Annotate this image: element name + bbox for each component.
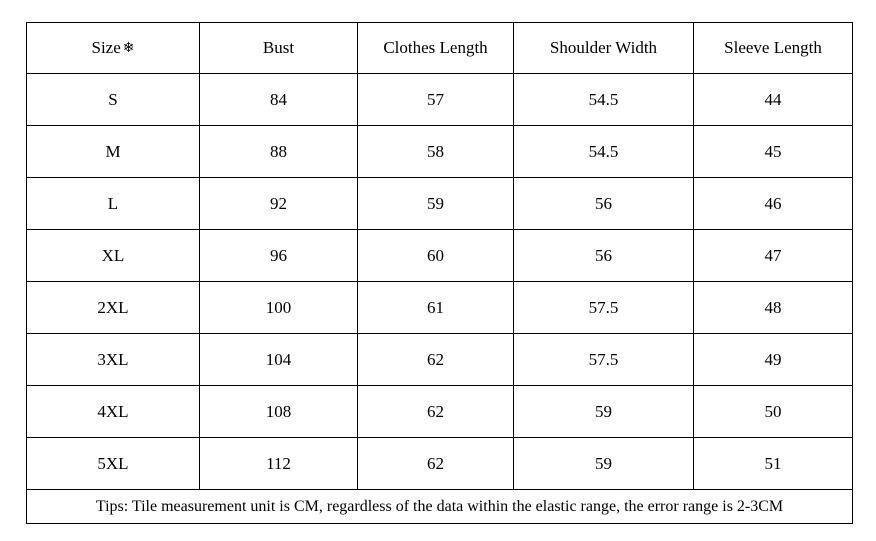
table-row-s: S 84 57 54.5 44	[26, 73, 853, 126]
cell-clothes-length: 62	[357, 333, 514, 386]
cell-size: 5XL	[26, 437, 200, 490]
cell-sleeve-length: 44	[693, 73, 853, 126]
cell-clothes-length: 58	[357, 125, 514, 178]
cell-bust: 96	[199, 229, 358, 282]
cell-size: S	[26, 73, 200, 126]
cell-size: 2XL	[26, 281, 200, 334]
cell-sleeve-length: 51	[693, 437, 853, 490]
cell-bust: 104	[199, 333, 358, 386]
cell-size: XL	[26, 229, 200, 282]
cell-bust: 108	[199, 385, 358, 438]
cell-shoulder-width: 56	[513, 177, 694, 230]
cell-bust: 92	[199, 177, 358, 230]
table-row-2xl: 2XL 100 61 57.5 48	[26, 281, 853, 334]
cell-shoulder-width: 54.5	[513, 125, 694, 178]
cell-shoulder-width: 57.5	[513, 333, 694, 386]
cell-clothes-length: 62	[357, 385, 514, 438]
cell-sleeve-length: 50	[693, 385, 853, 438]
snowflake-icon: ❄	[122, 41, 135, 56]
table-row-4xl: 4XL 108 62 59 50	[26, 385, 853, 438]
column-header-bust: Bust	[199, 22, 358, 74]
cell-clothes-length: 59	[357, 177, 514, 230]
table-row-xl: XL 96 60 56 47	[26, 229, 853, 282]
cell-clothes-length: 61	[357, 281, 514, 334]
size-chart-table: Size ❄ Bust Clothes Length Shoulder Width…	[26, 22, 853, 524]
cell-sleeve-length: 45	[693, 125, 853, 178]
cell-size: 3XL	[26, 333, 200, 386]
cell-clothes-length: 60	[357, 229, 514, 282]
cell-bust: 112	[199, 437, 358, 490]
cell-size: 4XL	[26, 385, 200, 438]
footer-row: Tips: Tile measurement unit is CM, regar…	[26, 489, 853, 524]
cell-bust: 84	[199, 73, 358, 126]
cell-sleeve-length: 47	[693, 229, 853, 282]
header-row: Size ❄ Bust Clothes Length Shoulder Width…	[26, 22, 853, 74]
table-row-m: M 88 58 54.5 45	[26, 125, 853, 178]
cell-shoulder-width: 56	[513, 229, 694, 282]
cell-size: M	[26, 125, 200, 178]
column-header-size: Size ❄	[26, 22, 200, 74]
table-row-5xl: 5XL 112 62 59 51	[26, 437, 853, 490]
column-header-size-label: Size	[91, 38, 121, 57]
measurement-tips-note: Tips: Tile measurement unit is CM, regar…	[26, 489, 853, 524]
cell-shoulder-width: 59	[513, 437, 694, 490]
cell-shoulder-width: 54.5	[513, 73, 694, 126]
cell-size: L	[26, 177, 200, 230]
cell-bust: 100	[199, 281, 358, 334]
cell-sleeve-length: 48	[693, 281, 853, 334]
cell-shoulder-width: 57.5	[513, 281, 694, 334]
cell-sleeve-length: 46	[693, 177, 853, 230]
cell-clothes-length: 57	[357, 73, 514, 126]
cell-sleeve-length: 49	[693, 333, 853, 386]
table-row-3xl: 3XL 104 62 57.5 49	[26, 333, 853, 386]
table-row-l: L 92 59 56 46	[26, 177, 853, 230]
column-header-sleeve-length: Sleeve Length	[693, 22, 853, 74]
column-header-clothes-length: Clothes Length	[357, 22, 514, 74]
column-header-shoulder-width: Shoulder Width	[513, 22, 694, 74]
cell-bust: 88	[199, 125, 358, 178]
cell-clothes-length: 62	[357, 437, 514, 490]
cell-shoulder-width: 59	[513, 385, 694, 438]
